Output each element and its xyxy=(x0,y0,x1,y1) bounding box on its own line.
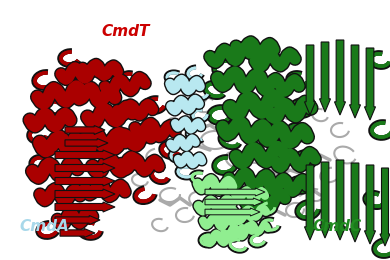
Polygon shape xyxy=(349,163,360,242)
Polygon shape xyxy=(205,198,263,206)
Polygon shape xyxy=(319,42,330,112)
Polygon shape xyxy=(335,40,346,115)
Text: CmdA: CmdA xyxy=(20,219,69,234)
Polygon shape xyxy=(205,188,265,196)
Polygon shape xyxy=(55,189,115,199)
Polygon shape xyxy=(365,48,376,120)
Polygon shape xyxy=(380,168,390,246)
Polygon shape xyxy=(319,162,330,238)
Polygon shape xyxy=(305,45,316,115)
Polygon shape xyxy=(65,126,105,134)
Text: CmdC: CmdC xyxy=(312,219,361,234)
Polygon shape xyxy=(335,160,346,240)
Polygon shape xyxy=(305,165,316,240)
Polygon shape xyxy=(60,229,95,237)
Polygon shape xyxy=(55,202,115,212)
Polygon shape xyxy=(55,176,115,186)
Polygon shape xyxy=(55,150,115,160)
Polygon shape xyxy=(365,165,376,244)
Polygon shape xyxy=(349,45,360,118)
Polygon shape xyxy=(205,208,260,216)
Polygon shape xyxy=(55,163,115,173)
Polygon shape xyxy=(65,139,108,147)
Polygon shape xyxy=(55,216,100,224)
Text: CmdT: CmdT xyxy=(101,24,150,39)
